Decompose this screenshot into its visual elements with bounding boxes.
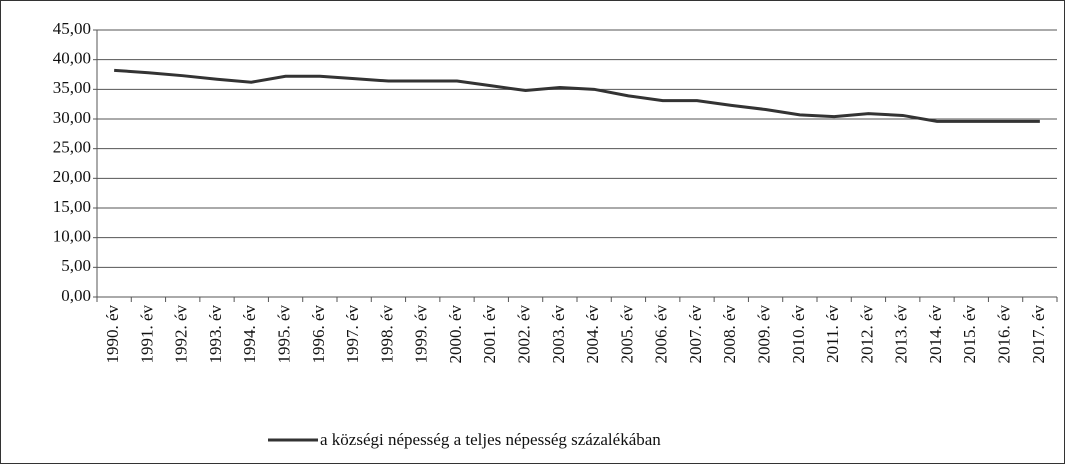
x-tick-label: 2007. év — [686, 305, 705, 364]
x-tick-label: 2000. év — [446, 305, 465, 364]
x-tick-label: 2005. év — [617, 305, 636, 364]
y-tick-label: 20,00 — [53, 167, 91, 186]
x-tick-label: 2004. év — [583, 305, 602, 364]
line-series — [114, 68, 1040, 123]
x-tick-label: 1996. év — [309, 305, 328, 364]
y-tick-label: 35,00 — [53, 78, 91, 97]
y-tick-label: 30,00 — [53, 108, 91, 127]
legend-label: a községi népesség a teljes népesség szá… — [320, 430, 661, 449]
x-tick-label: 1991. év — [137, 305, 156, 364]
x-tick-label: 2011. év — [823, 305, 842, 363]
x-tick-label: 2015. év — [960, 305, 979, 364]
y-tick-label: 40,00 — [53, 49, 91, 68]
x-tick-label: 2008. év — [720, 305, 739, 364]
x-tick-label: 2003. év — [549, 305, 568, 364]
x-tick-label: 1993. év — [206, 305, 225, 364]
x-tick-label: 1990. év — [103, 305, 122, 364]
x-tick-label: 1999. év — [412, 305, 431, 364]
x-tick-label: 2017. év — [1029, 305, 1048, 364]
y-tick-label: 25,00 — [53, 138, 91, 157]
x-tick-label: 2010. év — [789, 305, 808, 364]
x-tick-label: 2013. év — [892, 305, 911, 364]
y-tick-label: 15,00 — [53, 197, 91, 216]
x-tick-label: 2014. év — [926, 305, 945, 364]
x-tick-label: 2001. év — [480, 305, 499, 364]
x-tick-label: 1992. év — [172, 305, 191, 364]
x-tick-label: 2012. év — [857, 305, 876, 364]
y-tick-label: 0,00 — [61, 286, 91, 305]
y-tick-label: 5,00 — [61, 256, 91, 275]
x-tick-label: 1998. év — [377, 305, 396, 364]
x-tick-label: 2006. év — [652, 305, 671, 364]
y-tick-label: 10,00 — [53, 227, 91, 246]
x-tick-label: 2002. év — [514, 305, 533, 364]
x-tick-label: 1997. év — [343, 305, 362, 364]
x-tick-label: 2016. év — [994, 305, 1013, 364]
x-tick-label: 1994. év — [240, 305, 259, 364]
x-tick-label: 1995. év — [274, 305, 293, 364]
y-tick-label: 45,00 — [53, 19, 91, 38]
x-tick-label: 2009. év — [754, 305, 773, 364]
